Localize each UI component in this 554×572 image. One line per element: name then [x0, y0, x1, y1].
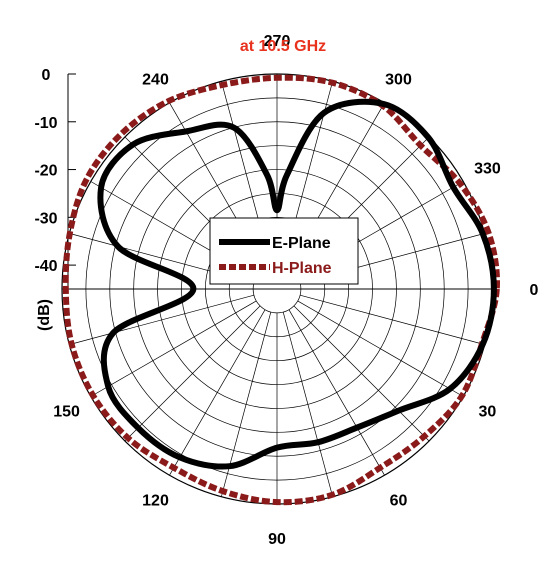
- legend: E-Plane H-Plane: [209, 217, 359, 285]
- angle-label: 300: [385, 72, 412, 89]
- radial-tick-label: -40: [34, 258, 57, 275]
- angle-label: 120: [142, 492, 169, 509]
- angle-label: 0: [530, 282, 539, 299]
- angle-label: 30: [479, 404, 497, 421]
- grid-spoke: [293, 305, 430, 442]
- angle-label: 330: [474, 161, 501, 178]
- grid-spoke: [169, 309, 266, 476]
- grid-spoke: [288, 309, 385, 476]
- legend-label-h-plane: H-Plane: [272, 260, 332, 277]
- legend-label-e-plane: E-Plane: [272, 235, 331, 252]
- grid-spoke: [297, 300, 464, 397]
- radial-axis-title: (dB): [36, 299, 53, 331]
- angle-label: 240: [142, 72, 169, 89]
- series-layer: [62, 74, 501, 506]
- axis-labels: 0 -10 -20 -30 -40 0 30 60 90 120 150 240 270 300 330: [34, 33, 538, 548]
- chart-subtitle: at 10.5 GHz: [240, 38, 326, 55]
- grid-spoke: [282, 311, 333, 497]
- grid-spoke: [124, 305, 261, 442]
- angle-label: 90: [268, 531, 286, 548]
- series-e-plane: [97, 98, 497, 470]
- radial-tick-label: -10: [34, 115, 57, 132]
- angle-label: 270: [264, 33, 291, 50]
- angle-label: 150: [53, 404, 80, 421]
- legend-box: [209, 217, 359, 285]
- radial-tick-label: -30: [34, 210, 57, 227]
- grid-spoke: [299, 294, 485, 345]
- angle-label: 60: [390, 492, 408, 509]
- radial-tick-label: -20: [34, 163, 57, 180]
- grid-spoke: [69, 294, 255, 345]
- radial-tick-label: 0: [42, 67, 51, 84]
- grid-spoke: [90, 300, 257, 397]
